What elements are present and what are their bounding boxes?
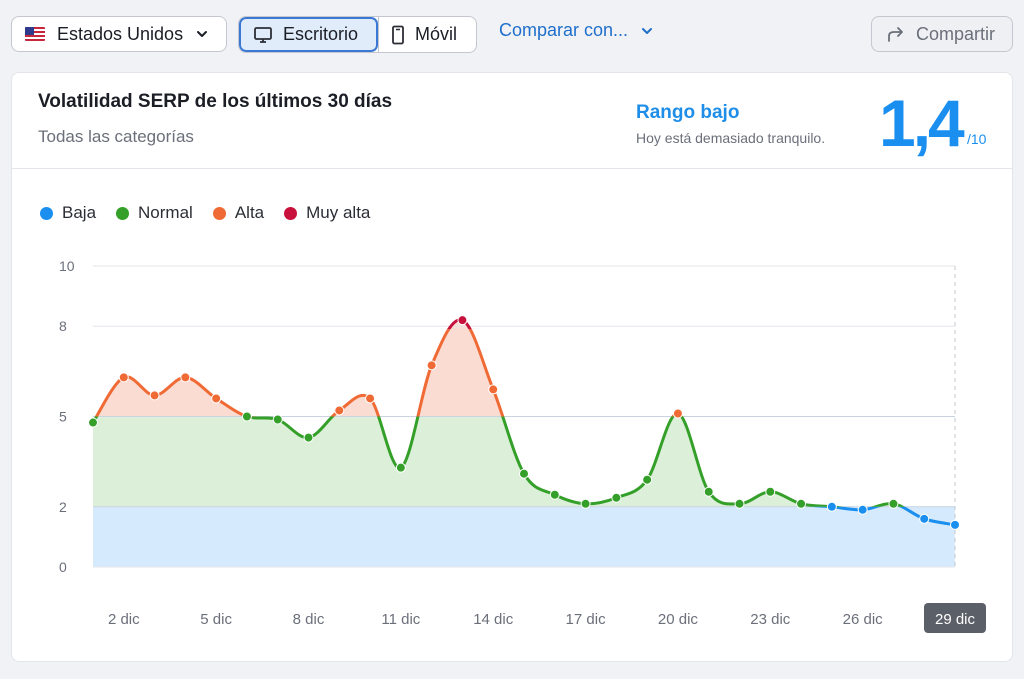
legend-label: Baja (62, 203, 97, 222)
x-tick-highlight (924, 603, 986, 633)
data-point (457, 315, 468, 326)
chevron-down-icon (640, 24, 654, 38)
legend-label: Muy alta (306, 203, 371, 222)
legend-label: Alta (234, 203, 265, 222)
data-point (303, 432, 314, 443)
data-point (950, 519, 960, 530)
volatility-score: 1,4 (879, 86, 965, 160)
data-point (211, 393, 222, 404)
y-tick-label: 2 (59, 499, 67, 515)
score-max: /10 (967, 131, 987, 147)
data-point (888, 498, 899, 509)
x-tick-label: 11 dic (381, 611, 420, 628)
x-tick-label: 2 dic (108, 611, 140, 628)
legend-item-high[interactable]: Alta (212, 203, 265, 223)
y-tick-label: 0 (59, 559, 67, 575)
country-label: Estados Unidos (57, 23, 184, 44)
x-tick-label: 23 dic (750, 611, 791, 628)
data-point (765, 486, 776, 497)
share-button[interactable]: Compartir (871, 16, 1013, 52)
x-tick-label: 17 dic (566, 611, 607, 628)
chart-legend: Baja Normal Alta Muy alta (40, 203, 390, 223)
desktop-label: Escritorio (283, 24, 359, 44)
band-high (93, 319, 955, 417)
smartphone-icon (391, 25, 405, 45)
range-label: Rango bajo (636, 102, 740, 123)
mobile-tab[interactable]: Móvil (378, 17, 476, 52)
card-subtitle: Todas las categorías (38, 127, 194, 146)
data-point (580, 498, 591, 509)
compare-label: Comparar con... (499, 20, 629, 40)
legend-dot (212, 206, 226, 220)
volatility-chart: 0 2 5 8 10 2 dic 5 dic 8 dic 11 dic 14 dic 17 dic 2… (59, 258, 986, 633)
data-point (488, 384, 499, 395)
legend-dot (40, 206, 53, 220)
card-header: Volatilidad SERP de los últimos 30 días … (12, 73, 1012, 169)
share-label: Compartir (916, 23, 996, 44)
data-point (426, 360, 437, 371)
data-point (919, 513, 930, 524)
legend-item-low[interactable]: Baja (40, 203, 96, 223)
data-point (365, 393, 376, 404)
data-point (334, 405, 345, 416)
country-selector[interactable]: Estados Unidos (11, 16, 227, 52)
legend-label: Normal (138, 203, 193, 222)
mobile-label: Móvil (415, 24, 458, 44)
data-point (549, 489, 560, 500)
band-normal (93, 416, 955, 507)
monitor-icon (253, 26, 273, 44)
toolbar: Estados Unidos Escritorio Móvil Comparar… (0, 0, 1024, 70)
data-point (272, 414, 283, 425)
data-point (672, 408, 683, 419)
x-tick-label: 26 dic (843, 611, 884, 628)
data-point (796, 498, 807, 509)
desktop-tab[interactable]: Escritorio (239, 17, 378, 52)
compare-dropdown[interactable]: Comparar con... (499, 20, 654, 41)
us-flag-icon (25, 27, 45, 41)
data-point (826, 501, 837, 512)
x-tick-label: 14 dic (473, 611, 514, 628)
data-point (734, 498, 745, 509)
y-tick-label: 10 (59, 258, 75, 274)
x-tick-label: 8 dic (293, 611, 325, 628)
data-point (519, 468, 529, 479)
card-title: Volatilidad SERP de los últimos 30 días (38, 91, 393, 112)
volatility-card: Volatilidad SERP de los últimos 30 días … (11, 72, 1013, 662)
band-low (93, 506, 955, 567)
data-point (118, 372, 129, 383)
data-point (857, 504, 868, 515)
legend-item-very-high[interactable]: Muy alta (284, 203, 370, 223)
y-tick-label: 8 (59, 318, 67, 334)
x-tick-label: 20 dic (658, 611, 699, 628)
share-arrow-icon (886, 25, 906, 43)
data-point (703, 486, 714, 497)
data-point (611, 492, 622, 503)
range-description: Hoy está demasiado tranquilo. (636, 130, 826, 146)
data-point (241, 411, 252, 422)
chevron-down-icon (195, 27, 209, 41)
data-point (395, 462, 406, 473)
data-point (180, 372, 191, 383)
data-point (88, 417, 98, 428)
device-toggle: Escritorio Móvil (238, 16, 477, 53)
data-point (642, 474, 653, 485)
legend-item-normal[interactable]: Normal (116, 203, 193, 223)
legend-dot (116, 206, 130, 220)
x-tick-label: 5 dic (200, 611, 232, 628)
x-tick-label: 29 dic (935, 611, 976, 628)
legend-dot (284, 206, 298, 220)
data-point (149, 390, 160, 401)
y-tick-label: 5 (59, 409, 67, 425)
